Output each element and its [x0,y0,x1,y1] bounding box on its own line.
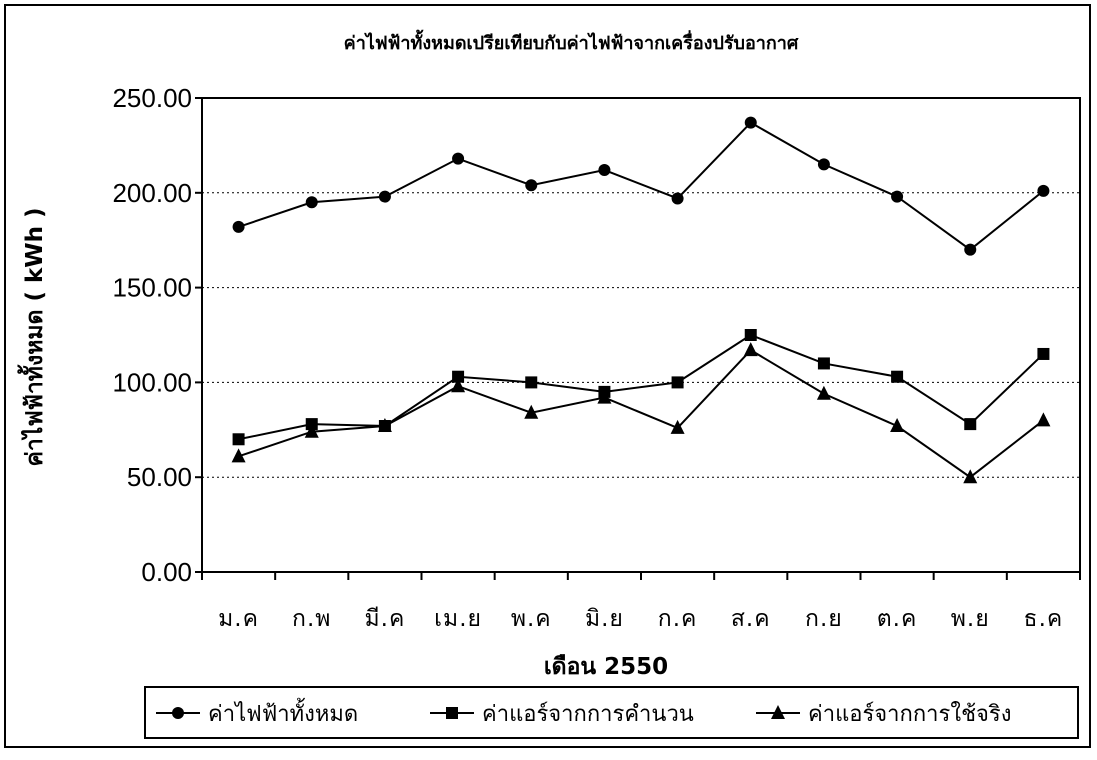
data-point [744,116,757,129]
data-point [232,433,245,446]
series-2 [232,329,1050,446]
series-line [238,121,1045,251]
x-tick-label: ธ.ค [1024,606,1064,632]
series-line [238,348,1045,479]
data-point [525,179,538,192]
axes [195,97,1081,580]
y-tick-label: 0.00 [141,557,192,587]
x-tick-label: ก.ค [658,606,698,632]
line-chart: ค่าไฟฟ้าทั้งหมดเปรียเทียบกับค่าไฟฟ้าจากเ… [17,29,1081,739]
legend-box [144,686,1079,739]
legend-marker [172,707,184,719]
plot-area [201,97,1081,573]
data-point [305,196,318,209]
data-point [524,404,539,419]
y-tick-label: 150.00 [112,273,192,303]
x-tick-label: ต.ค [877,606,918,632]
legend-item: ค่าแอร์จากการใช้จริง [756,701,1011,727]
y-tick-label: 250.00 [112,83,192,113]
data-point [817,158,830,171]
series-line [238,333,1045,441]
data-point [891,370,904,383]
data-point [743,342,758,357]
data-point [670,419,685,434]
data-point [671,192,684,205]
data-point [1037,347,1050,360]
data-point [816,385,831,400]
y-axis-label: ค่าไฟฟ้าทั้งหมด ( kWh ) [17,207,48,466]
legend-label: ค่าแอร์จากการใช้จริง [808,701,1011,727]
data-point [452,370,465,383]
legend-item: ค่าไฟฟ้าทั้งหมด [156,698,358,727]
x-tick-label: พ.ค [511,606,552,632]
series-1 [232,116,1050,256]
y-tick-label: 100.00 [112,367,192,397]
data-point [817,357,830,370]
chart-frame: ค่าไฟฟ้าทั้งหมดเปรียเทียบกับค่าไฟฟ้าจากเ… [4,4,1091,748]
x-axis-label: เดือน 2550 [544,654,668,680]
data-point [1037,184,1050,197]
data-point [231,448,246,463]
legend-marker [446,707,458,719]
legend-label: ค่าแอร์จากการคำนวน [482,702,694,727]
data-point [452,152,465,165]
x-tick-label: ก.ย [805,606,843,632]
data-point [744,329,757,341]
series-3 [231,342,1051,484]
data-point [1036,412,1051,427]
data-point [377,418,392,433]
legend-label: ค่าไฟฟ้าทั้งหมด [208,698,358,727]
series-group [231,116,1051,484]
chart-title: ค่าไฟฟ้าทั้งหมดเปรียเทียบกับค่าไฟฟ้าจากเ… [344,29,799,54]
data-point [890,418,905,433]
x-tick-label: มิ.ย [585,606,624,632]
y-tick-labels: 0.00 50.00 100.00 150.00 200.00 250.00 [112,83,192,587]
data-point [963,469,978,484]
x-tick-label: ส.ค [731,606,771,632]
data-point [964,243,977,256]
gridlines [202,97,1080,478]
y-tick-label: 50.00 [127,462,192,492]
data-point [378,190,391,203]
data-point [964,418,977,431]
data-point [451,378,466,393]
x-tick-labels: ม.ค ก.พ มี.ค เม.ย พ.ค มิ.ย ก.ค ส.ค ก.ย ต.ค พ.ย ธ.ค [218,606,1064,632]
x-tick-label: เม.ย [434,606,482,632]
data-point [232,220,245,233]
x-tick-label: พ.ย [951,606,990,632]
data-point [598,164,611,177]
data-point [525,376,538,389]
x-tick-label: มี.ค [364,606,405,632]
data-point [891,190,904,203]
data-point [671,376,684,389]
legend: ค่าไฟฟ้าทั้งหมด ค่าแอร์จากการคำนวน ค่าแอร์… [144,686,1079,739]
legend-marker [771,705,785,719]
y-tick-label: 200.00 [112,178,192,208]
x-tick-label: ก.พ [292,606,331,632]
data-point [304,423,319,438]
legend-item: ค่าแอร์จากการคำนวน [430,702,694,727]
data-point [597,389,612,404]
x-tick-label: ม.ค [218,606,259,632]
